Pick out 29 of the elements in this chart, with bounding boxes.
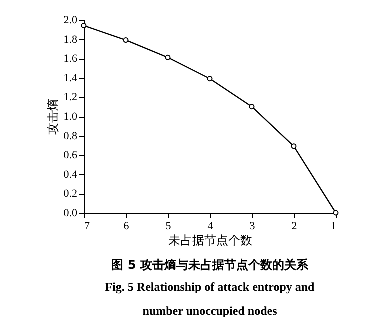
- x-tick-label: 4: [208, 220, 214, 232]
- x-tick-label: 5: [166, 220, 172, 232]
- y-tick-label: 0.4: [64, 168, 78, 181]
- y-tick-label: 1.4: [64, 72, 78, 84]
- y-tick-label: 0.6: [64, 150, 78, 162]
- point: [165, 54, 171, 60]
- point: [207, 76, 213, 82]
- y-tick-label: 1.8: [64, 34, 78, 46]
- y-tick-label: 0.8: [64, 130, 78, 142]
- point: [123, 38, 129, 43]
- x-tick-label: 7: [84, 220, 90, 232]
- x-tick-label: 2: [292, 220, 298, 232]
- y-tick-label: 0.2: [64, 188, 78, 200]
- point: [291, 144, 297, 150]
- text: Fig. 5 Relationship of attack entropy and number unoccupied nodes: [105, 280, 316, 318]
- y-tick-label: 1.2: [64, 92, 78, 104]
- point: [81, 23, 87, 29]
- x-tick-label: 6: [124, 220, 130, 232]
- y-tick-label: 2.0: [64, 14, 78, 26]
- y-tick-label: 1.0: [64, 111, 78, 123]
- x-tick-label: 1: [331, 220, 336, 232]
- x-axis-title: 未占据节点个数: [168, 234, 252, 248]
- point: [249, 104, 255, 110]
- text: 图 5 攻击熵与未占据节点个数的关系: [112, 258, 310, 272]
- y-tick-label: 0.0: [64, 208, 78, 220]
- x-tick-label: 3: [250, 220, 256, 232]
- y-tick-label: 1.6: [64, 53, 78, 66]
- point: [333, 210, 339, 216]
- y-axis-title: 攻击熵: [46, 99, 60, 135]
